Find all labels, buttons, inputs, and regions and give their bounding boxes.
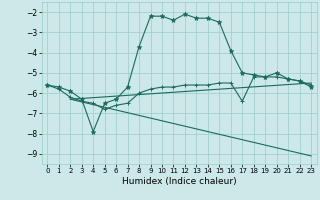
X-axis label: Humidex (Indice chaleur): Humidex (Indice chaleur) [122,177,236,186]
